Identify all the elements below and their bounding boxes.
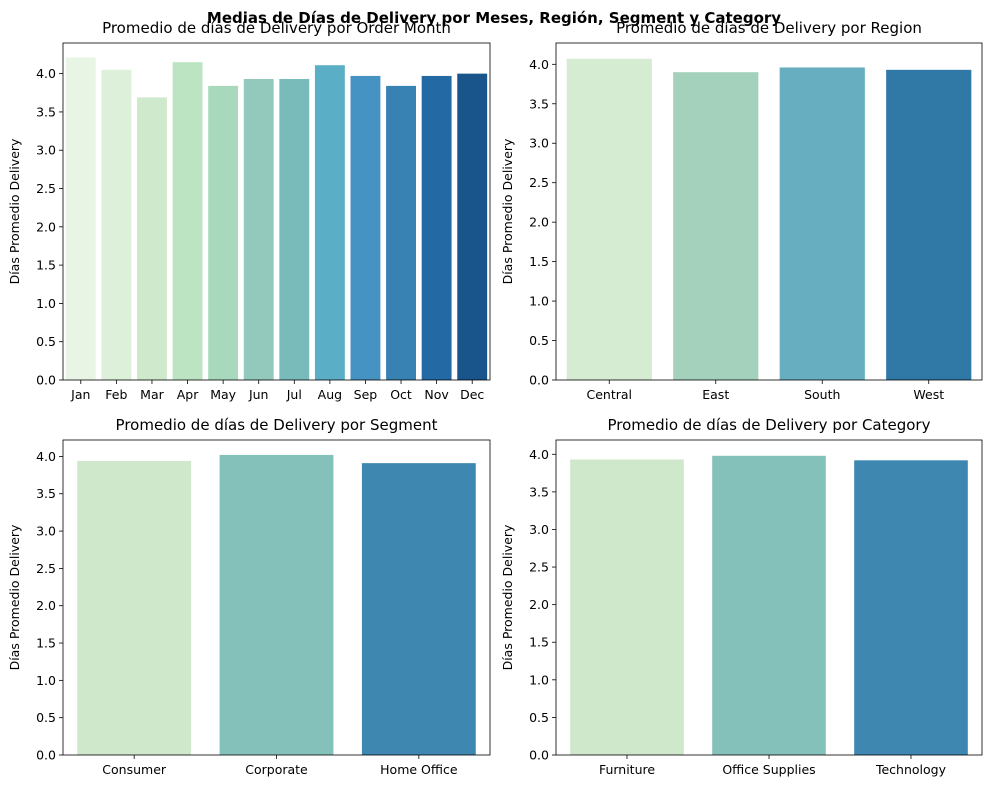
x-tick-label: Oct bbox=[390, 387, 412, 402]
y-tick-label: 3.5 bbox=[529, 484, 549, 499]
y-tick-label: 2.5 bbox=[36, 181, 56, 196]
y-tick-label: 0.5 bbox=[36, 710, 56, 725]
x-tick-label: Sep bbox=[354, 387, 378, 402]
x-tick-label: West bbox=[913, 387, 944, 402]
y-tick-label: 4.0 bbox=[36, 66, 56, 81]
bar-corporate bbox=[219, 454, 334, 755]
x-tick-label: Furniture bbox=[599, 762, 655, 777]
panel-title: Promedio de días de Delivery por Order M… bbox=[102, 19, 451, 37]
y-tick-label: 3.5 bbox=[529, 96, 549, 111]
plot-frame bbox=[62, 42, 491, 381]
bar-may bbox=[208, 85, 239, 381]
y-tick-label: 2.0 bbox=[36, 598, 56, 613]
y-tick-label: 0.5 bbox=[529, 333, 549, 348]
y-tick-label: 0.0 bbox=[36, 748, 56, 763]
x-tick-label: Consumer bbox=[102, 762, 167, 777]
x-tick-label: South bbox=[804, 387, 840, 402]
x-tick-label: Mar bbox=[140, 387, 164, 402]
chart-panel-4: Promedio de días de Delivery por Categor… bbox=[500, 416, 983, 777]
y-tick-label: 1.0 bbox=[36, 673, 56, 688]
x-tick-label: Dec bbox=[460, 387, 484, 402]
y-tick-label: 2.0 bbox=[529, 215, 549, 230]
chart-panel-1: Promedio de días de Delivery por Order M… bbox=[7, 19, 491, 402]
y-tick-label: 0.0 bbox=[529, 373, 549, 388]
bar-central bbox=[566, 58, 652, 380]
y-tick-label: 3.0 bbox=[36, 524, 56, 539]
chart-panel-2: Promedio de días de Delivery por Region D… bbox=[500, 19, 983, 402]
y-tick-label: 3.0 bbox=[529, 136, 549, 151]
x-tick-label: Aug bbox=[318, 387, 342, 402]
y-tick-label: 0.5 bbox=[529, 710, 549, 725]
x-tick-label: Corporate bbox=[245, 762, 308, 777]
y-tick-label: 2.0 bbox=[529, 597, 549, 612]
y-tick-label: 1.0 bbox=[36, 296, 56, 311]
bar-office-supplies bbox=[712, 455, 826, 755]
y-axis-label: Días Promedio Delivery bbox=[500, 138, 515, 284]
chart-panel-3: Promedio de días de Delivery por Segment… bbox=[7, 416, 491, 777]
x-tick-label: East bbox=[702, 387, 729, 402]
bar-nov bbox=[421, 75, 452, 381]
y-tick-label: 3.5 bbox=[36, 104, 56, 119]
y-tick-label: 0.5 bbox=[36, 334, 56, 349]
y-tick-label: 2.5 bbox=[36, 561, 56, 576]
y-tick-label: 2.0 bbox=[36, 219, 56, 234]
bar-east bbox=[673, 72, 759, 380]
y-tick-label: 0.0 bbox=[36, 373, 56, 388]
x-tick-label: May bbox=[210, 387, 236, 402]
bar-jul bbox=[279, 78, 310, 380]
y-tick-label: 1.5 bbox=[36, 636, 56, 651]
x-tick-label: Nov bbox=[424, 387, 449, 402]
x-tick-label: Home Office bbox=[380, 762, 458, 777]
panel-title: Promedio de días de Delivery por Categor… bbox=[608, 416, 931, 434]
bar-technology bbox=[854, 460, 968, 755]
y-tick-label: 1.5 bbox=[36, 258, 56, 273]
plot-frame bbox=[62, 439, 491, 756]
bar-apr bbox=[172, 62, 203, 380]
y-tick-label: 1.0 bbox=[529, 672, 549, 687]
y-tick-label: 1.0 bbox=[529, 294, 549, 309]
x-tick-label: Office Supplies bbox=[722, 762, 815, 777]
figure-title: Medias de Días de Delivery por Meses, Re… bbox=[207, 9, 781, 27]
x-tick-label: Jun bbox=[248, 387, 269, 402]
y-tick-label: 3.0 bbox=[529, 522, 549, 537]
y-tick-label: 1.5 bbox=[529, 635, 549, 650]
bar-dec bbox=[457, 73, 488, 381]
y-tick-label: 4.0 bbox=[529, 447, 549, 462]
bar-jan bbox=[65, 57, 96, 380]
y-tick-label: 4.0 bbox=[529, 57, 549, 72]
x-tick-label: Technology bbox=[875, 762, 947, 777]
bar-oct bbox=[386, 85, 416, 381]
y-axis-label: Días Promedio Delivery bbox=[7, 524, 22, 670]
bar-west bbox=[886, 69, 972, 380]
y-tick-label: 3.5 bbox=[36, 486, 56, 501]
panel-title: Promedio de días de Delivery por Segment bbox=[116, 416, 438, 434]
x-tick-label: Feb bbox=[105, 387, 127, 402]
bar-furniture bbox=[570, 459, 684, 755]
plot-frame bbox=[555, 439, 983, 756]
y-tick-label: 3.0 bbox=[36, 143, 56, 158]
bar-aug bbox=[314, 65, 345, 380]
y-tick-label: 1.5 bbox=[529, 254, 549, 269]
bar-south bbox=[779, 67, 865, 381]
bar-consumer bbox=[77, 460, 192, 755]
bar-home-office bbox=[361, 463, 476, 755]
y-tick-label: 2.5 bbox=[529, 175, 549, 190]
y-tick-label: 2.5 bbox=[529, 560, 549, 575]
x-tick-label: Jul bbox=[286, 387, 302, 402]
bar-feb bbox=[101, 69, 132, 380]
y-tick-label: 0.0 bbox=[529, 748, 549, 763]
x-tick-label: Apr bbox=[177, 387, 199, 402]
x-tick-label: Central bbox=[586, 387, 632, 402]
bar-sep bbox=[350, 75, 381, 381]
y-axis-label: Días Promedio Delivery bbox=[7, 138, 22, 284]
y-axis-label: Días Promedio Delivery bbox=[500, 524, 515, 670]
bar-jun bbox=[243, 78, 274, 380]
y-tick-label: 4.0 bbox=[36, 449, 56, 464]
x-tick-label: Jan bbox=[70, 387, 90, 402]
chart-panels: Promedio de días de Delivery por Order M… bbox=[7, 19, 983, 777]
bar-mar bbox=[137, 97, 167, 380]
plot-frame bbox=[555, 42, 983, 381]
panel-title: Promedio de días de Delivery por Region bbox=[616, 19, 922, 37]
